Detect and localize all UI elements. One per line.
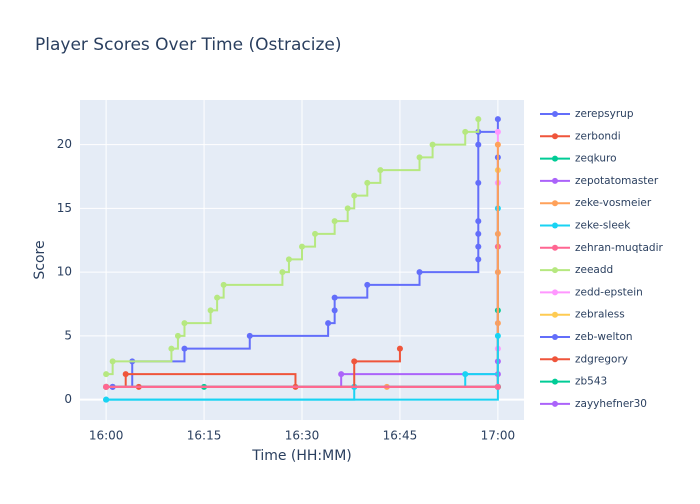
legend-label[interactable]: zeke-sleek	[575, 220, 631, 232]
legend-label[interactable]: zayyhefner30	[575, 398, 647, 410]
legend-marker	[552, 155, 558, 162]
data-point	[475, 230, 482, 237]
data-point	[331, 294, 338, 301]
legend-marker	[552, 423, 558, 429]
legend-marker	[552, 111, 558, 117]
legend-marker	[552, 289, 558, 296]
legend-label[interactable]: zerepsyrup	[575, 108, 634, 120]
legend-label[interactable]: zdgregory	[575, 353, 628, 365]
legend-marker	[552, 244, 558, 251]
data-point	[416, 269, 423, 276]
data-point	[299, 243, 305, 250]
legend-label[interactable]: zerbondi	[575, 130, 621, 142]
y-tick-label: 15	[57, 201, 72, 215]
data-point	[181, 320, 188, 327]
data-point	[220, 281, 227, 288]
series-line	[106, 335, 499, 401]
y-tick-label: 10	[57, 265, 72, 279]
data-point	[462, 371, 469, 378]
data-point	[338, 371, 345, 378]
x-tick-label: 16:30	[285, 429, 320, 443]
legend-label[interactable]: zb543	[575, 376, 607, 388]
data-point	[364, 179, 371, 186]
chart-title: Player Scores Over Time (Ostracize)	[35, 35, 342, 55]
legend-label[interactable]: zeb-welton	[575, 331, 633, 343]
x-tick-label: 16:45	[383, 429, 418, 443]
data-point	[475, 243, 482, 250]
data-point	[325, 320, 332, 327]
y-tick-label: 5	[64, 328, 72, 342]
legend-marker	[552, 378, 558, 385]
legend-label[interactable]: zeke-vosmeier	[575, 197, 652, 209]
data-point	[344, 205, 351, 212]
legend-marker	[552, 311, 558, 318]
data-point	[214, 294, 221, 301]
data-point	[331, 218, 338, 225]
data-point	[494, 332, 501, 339]
data-point	[494, 128, 501, 135]
legend-marker	[552, 400, 558, 407]
x-tick-label: 16:00	[89, 429, 124, 443]
data-point	[109, 358, 116, 365]
data-point	[429, 141, 436, 148]
legend-marker	[552, 222, 558, 229]
legend-label[interactable]: zehran-muqtadir	[575, 242, 664, 254]
legend-label[interactable]: zeqkuro	[575, 153, 617, 165]
x-tick-label: 17:00	[481, 429, 516, 443]
y-tick-label: 0	[64, 392, 72, 406]
x-tick-label: 16:15	[187, 429, 222, 443]
data-point	[103, 383, 110, 390]
data-point	[331, 307, 338, 314]
data-point	[351, 358, 358, 365]
data-point	[462, 128, 469, 135]
data-point	[103, 371, 110, 378]
data-point	[475, 218, 482, 225]
data-point	[174, 332, 181, 339]
data-point	[494, 383, 501, 390]
data-point	[279, 269, 286, 276]
series-line	[112, 119, 499, 388]
legend-label[interactable]: zedd-epstein	[575, 286, 643, 298]
legend-marker	[552, 334, 558, 340]
data-point	[364, 281, 371, 288]
data-point	[122, 371, 129, 378]
y-tick-label: 20	[57, 137, 72, 151]
legend-marker	[552, 133, 558, 140]
legend-label[interactable]: zebraless	[575, 309, 625, 321]
data-point	[475, 256, 482, 263]
legend: zerepsyrup zerbondi zeqkuro zepotatomaster z…	[540, 108, 664, 477]
legend-marker	[552, 468, 558, 474]
data-point	[475, 141, 482, 148]
legend-marker	[552, 446, 558, 452]
data-point	[475, 116, 482, 123]
data-point	[377, 167, 384, 174]
legend-label[interactable]: zayaan-azfar	[575, 465, 644, 477]
y-axis-title: Score	[32, 240, 48, 279]
data-point	[285, 256, 292, 263]
data-point	[494, 116, 501, 123]
data-point	[416, 154, 423, 161]
legend-marker	[552, 177, 558, 184]
legend-label[interactable]: zaynaquader	[575, 443, 644, 455]
legend-label[interactable]: zeeadd	[575, 264, 613, 276]
data-point	[181, 345, 188, 352]
legend-marker	[552, 267, 558, 274]
data-point	[207, 307, 214, 314]
plot	[103, 116, 501, 403]
data-point	[396, 345, 403, 352]
legend-marker	[552, 200, 558, 207]
legend-label[interactable]: zaynexotic	[575, 420, 631, 432]
x-axis-title: Time (HH:MM)	[251, 448, 352, 464]
legend-label[interactable]: zepotatomaster	[575, 175, 659, 187]
data-point	[475, 179, 482, 186]
data-point	[168, 345, 175, 352]
data-point	[351, 192, 358, 199]
data-point	[494, 141, 501, 148]
data-point	[312, 230, 319, 237]
data-point	[103, 396, 110, 403]
data-point	[246, 332, 253, 339]
legend-marker	[552, 356, 558, 363]
